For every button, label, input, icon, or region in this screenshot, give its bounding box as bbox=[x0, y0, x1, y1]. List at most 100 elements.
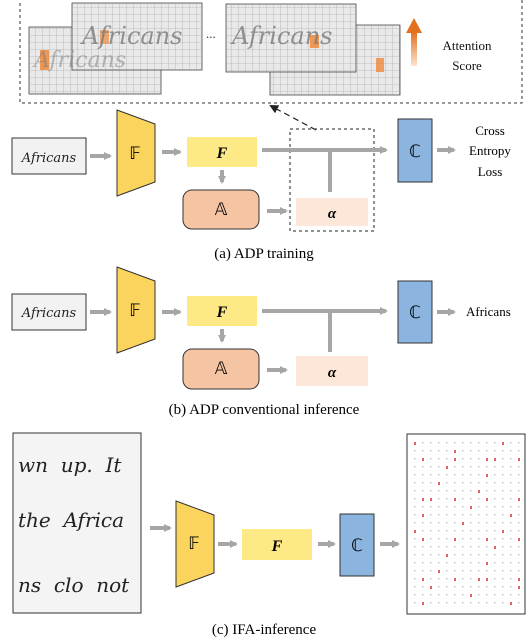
prediction-dot bbox=[422, 522, 424, 524]
prediction-dot bbox=[438, 474, 440, 476]
prediction-dot bbox=[478, 594, 480, 596]
prediction-dot bbox=[486, 498, 488, 501]
prediction-dot bbox=[462, 538, 464, 540]
prediction-dot bbox=[414, 490, 416, 492]
attention-heat-spot bbox=[310, 35, 319, 48]
prediction-dot bbox=[454, 474, 456, 476]
prediction-dot bbox=[422, 586, 424, 588]
prediction-dot bbox=[470, 474, 472, 476]
prediction-dot bbox=[510, 538, 512, 540]
prediction-dot bbox=[494, 570, 496, 572]
prediction-dot bbox=[414, 482, 416, 484]
prediction-dot bbox=[486, 586, 488, 588]
prediction-dot bbox=[454, 466, 456, 468]
prediction-dot bbox=[494, 458, 496, 461]
feature-map-label: F bbox=[271, 538, 283, 555]
prediction-dot bbox=[438, 506, 440, 508]
prediction-dot bbox=[454, 514, 456, 516]
prediction-dot bbox=[510, 514, 512, 517]
prediction-dot bbox=[518, 578, 520, 581]
prediction-dot bbox=[518, 450, 520, 452]
prediction-dot bbox=[446, 538, 448, 540]
prediction-dot bbox=[414, 562, 416, 564]
prediction-dot bbox=[518, 538, 520, 541]
prediction-dot bbox=[438, 602, 440, 604]
feature-extractor-block bbox=[175, 500, 215, 588]
prediction-dot bbox=[430, 450, 432, 452]
prediction-dot bbox=[510, 474, 512, 476]
prediction-dot bbox=[486, 522, 488, 524]
prediction-dot bbox=[454, 482, 456, 484]
prediction-dot bbox=[414, 530, 416, 533]
prediction-dot bbox=[502, 490, 504, 492]
prediction-dot bbox=[510, 546, 512, 548]
prediction-dot bbox=[430, 474, 432, 476]
prediction-dot bbox=[454, 490, 456, 492]
prediction-dot bbox=[462, 602, 464, 604]
attention-module-block bbox=[182, 189, 260, 230]
prediction-dot bbox=[486, 570, 488, 572]
attention-map-box bbox=[296, 198, 368, 226]
prediction-dot bbox=[430, 530, 432, 532]
prediction-dot bbox=[414, 506, 416, 508]
prediction-dot bbox=[462, 530, 464, 532]
prediction-dot bbox=[494, 562, 496, 564]
prediction-dot bbox=[470, 522, 472, 524]
prediction-dot bbox=[430, 594, 432, 596]
prediction-dot bbox=[502, 570, 504, 572]
prediction-dot bbox=[446, 554, 448, 557]
prediction-dot bbox=[454, 562, 456, 564]
caption-a: (a) ADP training bbox=[214, 246, 314, 262]
prediction-dot bbox=[518, 506, 520, 508]
prediction-dot bbox=[486, 474, 488, 477]
prediction-dot bbox=[438, 562, 440, 564]
prediction-dot bbox=[446, 450, 448, 452]
classifier-symbol: ℂ bbox=[409, 303, 421, 323]
prediction-dot bbox=[494, 538, 496, 540]
prediction-dot bbox=[430, 578, 432, 580]
prediction-dot bbox=[494, 506, 496, 508]
prediction-dot bbox=[510, 482, 512, 484]
handwriting-word: Africans bbox=[230, 22, 332, 50]
prediction-dot bbox=[454, 538, 456, 541]
prediction-dot bbox=[510, 602, 512, 605]
prediction-dot bbox=[430, 586, 432, 589]
prediction-dot bbox=[502, 602, 504, 604]
prediction-dot bbox=[438, 458, 440, 460]
panel-b-conventional-inference: Africans 𝔽 F 𝔸 α ℂ Africans (b) ADP conv… bbox=[11, 266, 511, 418]
legend-label: Score bbox=[452, 58, 482, 73]
prediction-dot bbox=[494, 442, 496, 444]
prediction-dot bbox=[478, 474, 480, 476]
handwriting-line: the Africa bbox=[18, 508, 124, 532]
prediction-dot bbox=[414, 602, 416, 604]
prediction-dot bbox=[414, 514, 416, 516]
prediction-dot bbox=[422, 594, 424, 596]
prediction-dot bbox=[438, 450, 440, 452]
prediction-dot bbox=[430, 538, 432, 540]
prediction-dot bbox=[486, 466, 488, 468]
prediction-dot bbox=[470, 538, 472, 540]
prediction-dot bbox=[414, 442, 416, 445]
input-page-image bbox=[12, 432, 142, 614]
feature-map-box bbox=[242, 529, 312, 560]
prediction-dot bbox=[478, 522, 480, 524]
prediction-dot bbox=[446, 578, 448, 580]
prediction-dot bbox=[470, 482, 472, 484]
prediction-dot bbox=[494, 474, 496, 476]
prediction-dot bbox=[446, 466, 448, 469]
prediction-dot bbox=[510, 530, 512, 532]
prediction-dot bbox=[502, 522, 504, 524]
prediction-dot bbox=[486, 506, 488, 508]
prediction-dot bbox=[430, 514, 432, 516]
prediction-dot bbox=[446, 514, 448, 516]
prediction-dot bbox=[478, 578, 480, 581]
prediction-dot bbox=[414, 458, 416, 460]
attention-heat-spot bbox=[100, 30, 109, 44]
prediction-dot bbox=[470, 546, 472, 548]
prediction-dot bbox=[486, 578, 488, 581]
prediction-dot bbox=[422, 498, 424, 501]
prediction-dot bbox=[462, 578, 464, 580]
prediction-dot bbox=[438, 442, 440, 444]
prediction-dot bbox=[438, 538, 440, 540]
prediction-dot bbox=[510, 490, 512, 492]
